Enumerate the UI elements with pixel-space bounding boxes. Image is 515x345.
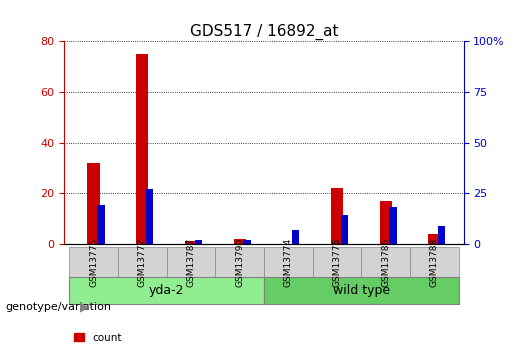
Text: wild type: wild type [333, 284, 390, 297]
Bar [389, 207, 397, 244]
Text: GSM13790: GSM13790 [235, 237, 244, 287]
Bar [136, 54, 148, 244]
FancyBboxPatch shape [166, 247, 215, 277]
Bar [340, 216, 348, 244]
Text: GSM13775: GSM13775 [89, 237, 98, 287]
FancyBboxPatch shape [118, 247, 166, 277]
Bar [97, 205, 105, 244]
FancyBboxPatch shape [264, 247, 313, 277]
Bar [292, 230, 299, 244]
FancyBboxPatch shape [69, 247, 118, 277]
FancyBboxPatch shape [215, 247, 264, 277]
Text: GSM13787: GSM13787 [186, 237, 195, 287]
Bar [195, 240, 202, 244]
Bar [88, 163, 100, 244]
Text: GSM13774: GSM13774 [284, 238, 293, 287]
Text: genotype/variation: genotype/variation [5, 302, 111, 312]
Text: yda-2: yda-2 [149, 284, 184, 297]
FancyBboxPatch shape [69, 277, 264, 304]
Bar [438, 226, 445, 244]
Bar [233, 239, 246, 244]
FancyBboxPatch shape [264, 277, 459, 304]
Text: GSM13777: GSM13777 [138, 237, 147, 287]
Bar [331, 188, 343, 244]
Title: GDS517 / 16892_at: GDS517 / 16892_at [190, 24, 338, 40]
FancyBboxPatch shape [362, 247, 410, 277]
FancyBboxPatch shape [410, 247, 459, 277]
Bar [243, 240, 251, 244]
Text: GSM13786: GSM13786 [381, 237, 390, 287]
FancyBboxPatch shape [313, 247, 362, 277]
Text: ▶: ▶ [80, 300, 90, 314]
Bar [146, 189, 153, 244]
Legend: count, percentile rank within the sample: count, percentile rank within the sample [74, 333, 268, 345]
Bar [185, 241, 197, 244]
Text: GSM13776: GSM13776 [333, 237, 341, 287]
Bar [428, 234, 440, 244]
Text: GSM13788: GSM13788 [430, 237, 439, 287]
Bar [380, 201, 392, 244]
